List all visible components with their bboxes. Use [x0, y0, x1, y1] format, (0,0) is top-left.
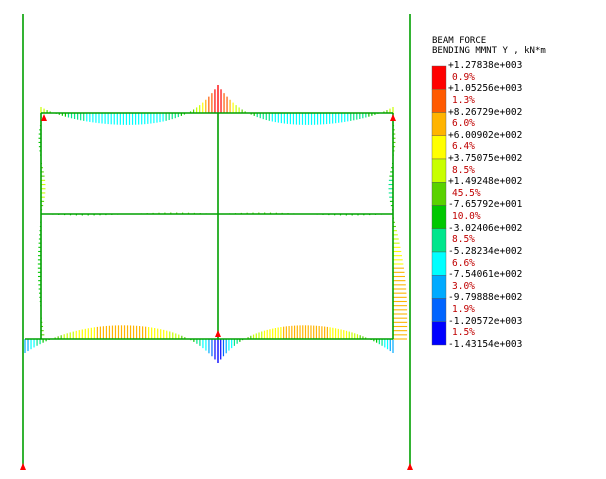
legend-percent: 10.0% — [452, 211, 481, 222]
legend-percent: 0.9% — [452, 72, 475, 83]
legend-value: -7.65792e+001 — [448, 199, 523, 210]
support-center-bottom — [215, 330, 221, 337]
support-right-base — [407, 463, 413, 470]
legend-swatch — [431, 275, 447, 299]
legend-value: +1.49248e+002 — [448, 176, 523, 187]
legend-percent: 8.5% — [452, 165, 475, 176]
legend-percent: 1.5% — [452, 327, 475, 338]
legend-swatch — [431, 89, 447, 113]
legend-swatch — [431, 158, 447, 183]
support-right-top — [390, 114, 396, 121]
legend-swatch — [431, 321, 447, 346]
legend-percent: 6.6% — [452, 258, 475, 269]
legend-value: +8.26729e+002 — [448, 107, 523, 118]
legend-percent: 45.5% — [452, 188, 481, 199]
legend-swatch — [431, 251, 447, 276]
legend-percent: 1.3% — [452, 95, 475, 106]
legend-swatch — [431, 135, 447, 160]
legend-value: -7.54061e+002 — [448, 269, 523, 280]
legend-value: +1.27838e+003 — [448, 60, 523, 71]
legend-swatch — [431, 112, 447, 136]
legend-swatch — [431, 65, 447, 90]
legend-percent: 6.4% — [452, 141, 475, 152]
legend-value: +3.75075e+002 — [448, 153, 523, 164]
supports — [20, 114, 413, 470]
legend-subtitle: BENDING MMNT Y , kN*m — [432, 46, 546, 56]
legend-value: -1.43154e+003 — [448, 339, 523, 350]
legend-percent: 3.0% — [452, 281, 475, 292]
legend-percent: 1.9% — [452, 304, 475, 315]
legend-value: -9.79888e+002 — [448, 292, 523, 303]
legend-value: +1.05256e+003 — [448, 83, 523, 94]
legend-swatch — [431, 298, 447, 322]
moment-diagram — [24, 85, 408, 363]
frame-members — [25, 112, 394, 340]
legend-swatch — [431, 228, 447, 253]
legend-swatch — [431, 182, 447, 206]
legend-title: BEAM FORCE — [432, 36, 487, 46]
legend-percent: 6.0% — [452, 118, 475, 129]
legend-value: -1.20572e+003 — [448, 316, 523, 327]
legend-value: -3.02406e+002 — [448, 223, 523, 234]
support-left-top — [41, 114, 47, 121]
legend-value: +6.00902e+002 — [448, 130, 523, 141]
legend-value: -5.28234e+002 — [448, 246, 523, 257]
support-left-base — [20, 463, 26, 470]
legend-swatch — [431, 205, 447, 229]
legend-percent: 8.5% — [452, 234, 475, 245]
legend-color-bar — [431, 65, 447, 346]
